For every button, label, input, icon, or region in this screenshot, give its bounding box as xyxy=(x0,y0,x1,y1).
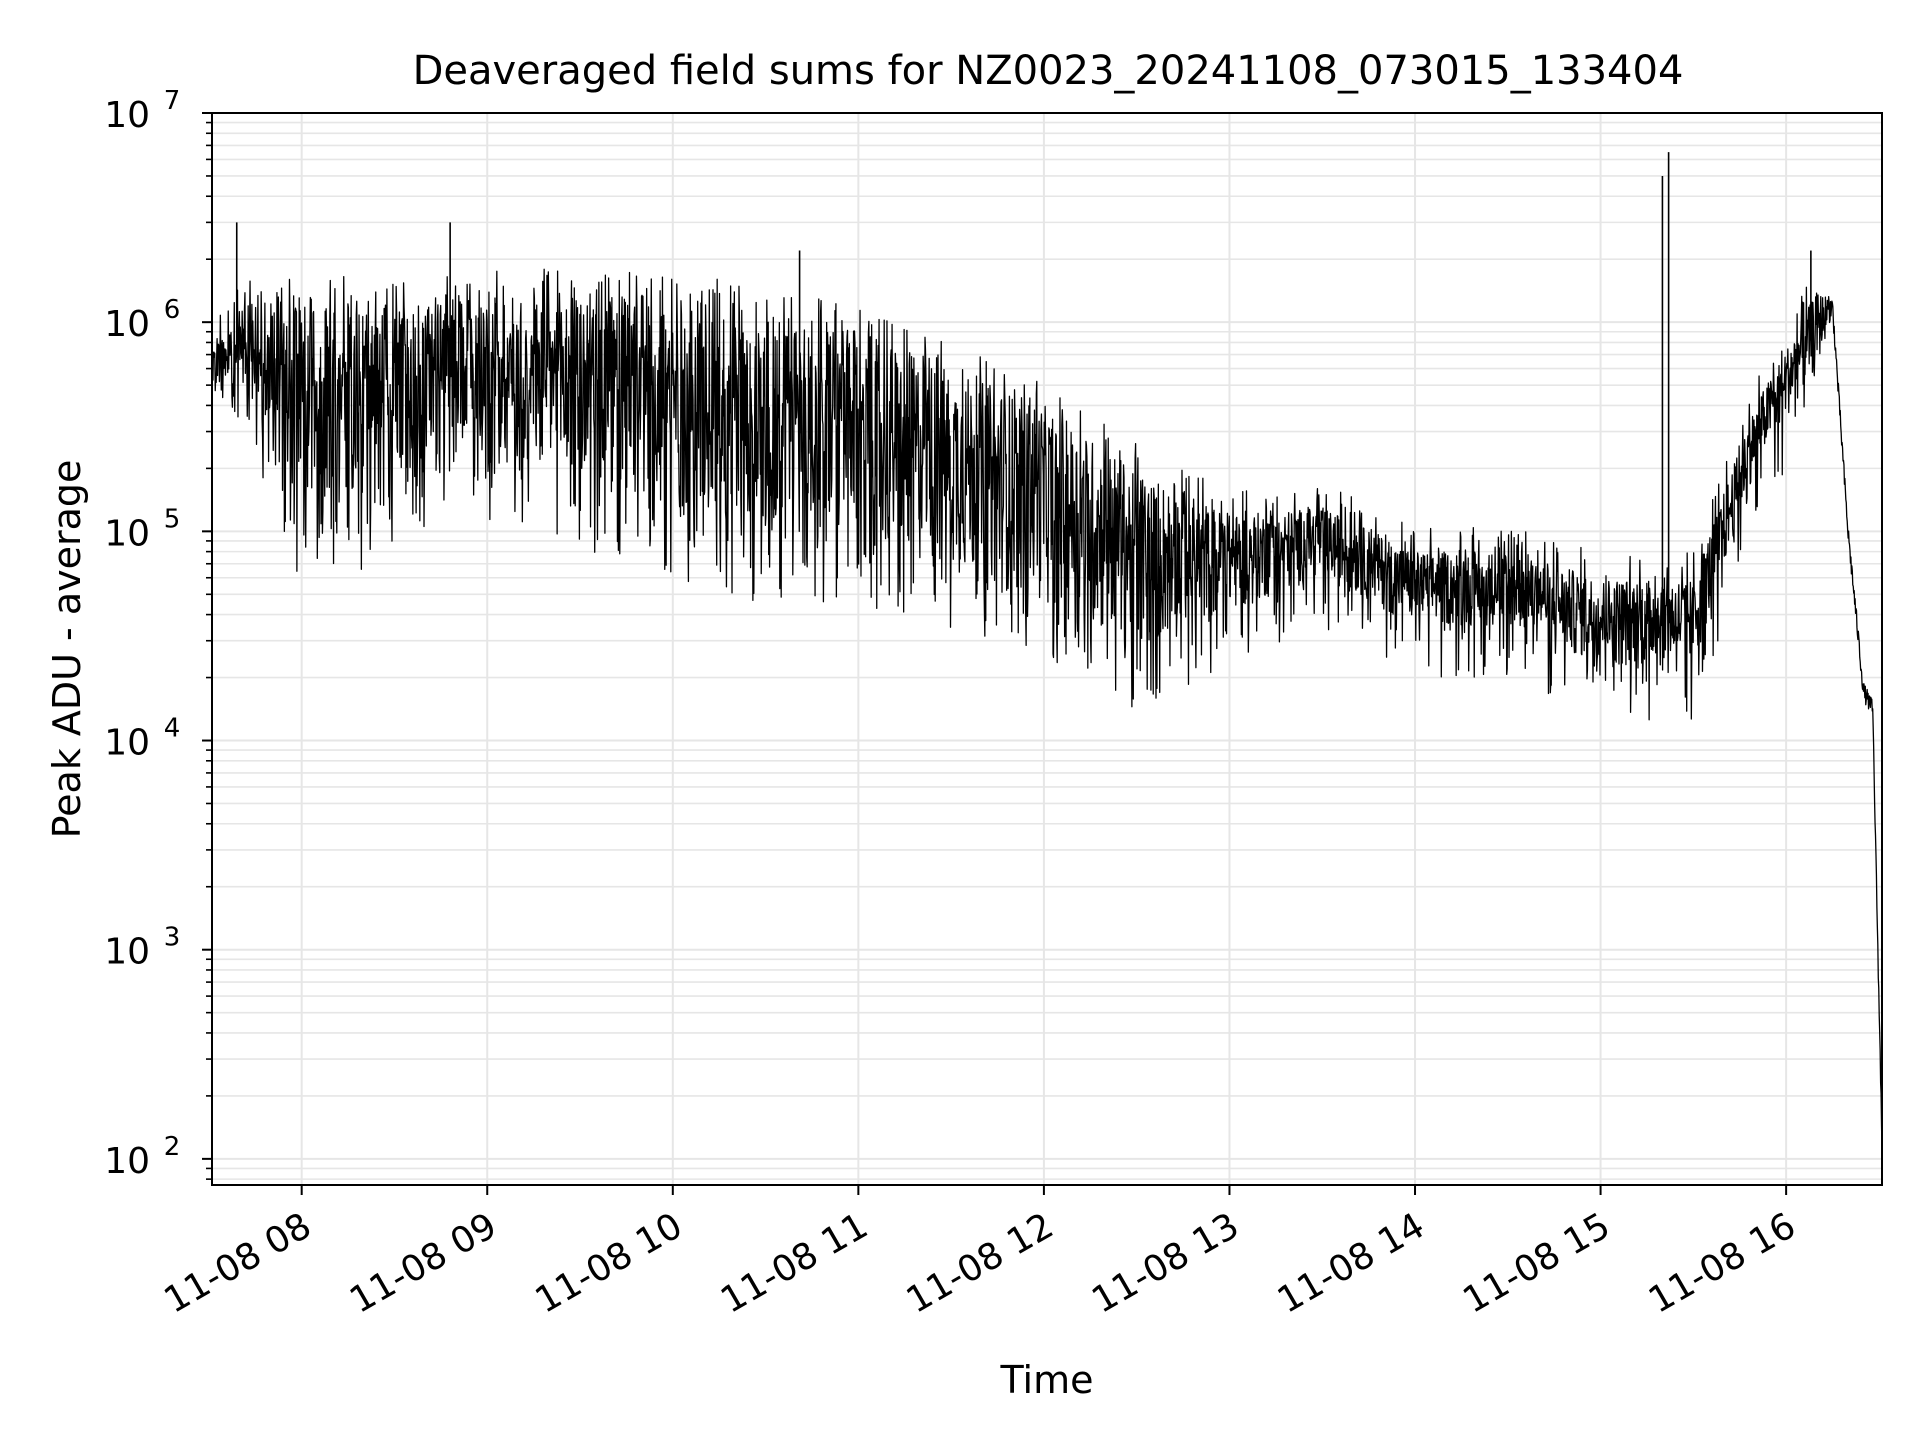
y-tick-label-exponent: 2 xyxy=(164,1132,181,1162)
plot-frame xyxy=(211,112,1883,1186)
y-tick-label: 10 xyxy=(104,304,150,345)
plot-area xyxy=(211,112,1883,1186)
y-axis-label: Peak ADU - average xyxy=(45,460,89,839)
series-line xyxy=(211,268,1883,1150)
x-axis-label: Time xyxy=(1000,1358,1094,1402)
y-tick-label: 10 xyxy=(104,932,150,973)
y-axis: 10 2 10 3 10 4 10 5 10 6 10 7 xyxy=(104,86,212,1182)
y-tick-label: 10 xyxy=(104,1141,150,1182)
chart-title: Deaveraged field sums for NZ0023_2024110… xyxy=(413,48,1684,94)
y-tick-label-exponent: 6 xyxy=(164,295,181,325)
y-tick-label-exponent: 3 xyxy=(164,923,181,953)
y-tick-label-exponent: 5 xyxy=(164,504,181,534)
y-tick-label: 10 xyxy=(104,723,150,764)
y-tick-label-exponent: 7 xyxy=(164,86,181,116)
grid-minor xyxy=(212,121,1882,1180)
y-tick-label: 10 xyxy=(104,95,150,136)
y-tick-label-exponent: 4 xyxy=(164,714,181,744)
y-tick-label: 10 xyxy=(104,513,150,554)
data-layer xyxy=(211,152,1883,1150)
